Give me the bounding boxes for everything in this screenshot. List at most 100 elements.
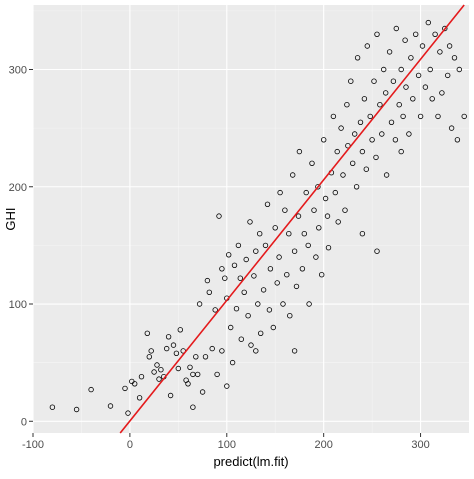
data-point xyxy=(408,55,414,61)
data-point xyxy=(381,66,387,73)
data-point xyxy=(291,348,298,354)
data-point xyxy=(406,131,412,137)
data-point xyxy=(305,242,311,249)
data-point xyxy=(357,119,364,125)
data-point xyxy=(267,266,274,272)
y-tick-label: 100 xyxy=(9,299,27,311)
data-point xyxy=(257,230,263,237)
plot-panel xyxy=(33,5,469,433)
data-point xyxy=(371,78,377,84)
data-point xyxy=(344,101,350,108)
data-point xyxy=(209,345,215,352)
data-point xyxy=(373,154,379,161)
data-point xyxy=(170,342,177,348)
data-point xyxy=(386,49,393,55)
x-tick-label: -100 xyxy=(22,439,44,451)
data-point xyxy=(224,383,230,389)
data-point xyxy=(435,113,441,120)
data-point xyxy=(352,131,358,137)
data-point xyxy=(49,404,56,410)
data-point xyxy=(451,55,458,61)
data-point xyxy=(251,273,257,279)
x-axis-title: predict(lm.fit) xyxy=(213,454,288,469)
data-point xyxy=(383,172,390,178)
data-point xyxy=(461,113,467,120)
data-point xyxy=(299,266,306,272)
data-point xyxy=(229,359,236,366)
data-point xyxy=(237,275,243,281)
data-point xyxy=(280,301,286,307)
data-point xyxy=(410,96,416,102)
data-point xyxy=(322,195,329,202)
data-point xyxy=(276,254,282,260)
data-point xyxy=(243,256,249,263)
data-point xyxy=(353,184,360,190)
data-point xyxy=(282,207,288,213)
data-point xyxy=(439,90,445,96)
data-point xyxy=(284,272,290,278)
data-point xyxy=(359,230,366,237)
data-point xyxy=(425,19,431,26)
data-point xyxy=(272,225,278,231)
y-axis: 0 100 200 300 xyxy=(9,64,33,428)
data-point xyxy=(313,254,319,260)
data-point xyxy=(277,189,283,196)
data-point xyxy=(233,306,240,312)
data-point xyxy=(309,160,315,166)
data-point xyxy=(125,410,131,416)
data-point xyxy=(364,43,370,49)
data-point xyxy=(363,166,369,172)
data-point xyxy=(247,219,253,225)
data-point xyxy=(338,125,344,131)
data-point xyxy=(158,367,164,373)
data-point xyxy=(241,289,247,295)
data-point xyxy=(219,266,225,272)
data-point xyxy=(131,381,138,387)
data-point xyxy=(393,25,399,32)
data-point xyxy=(154,362,160,368)
data-point xyxy=(293,283,300,290)
data-point xyxy=(222,275,228,281)
data-point xyxy=(258,330,264,336)
data-point xyxy=(291,248,298,254)
data-point xyxy=(185,381,191,387)
data-point xyxy=(238,336,244,342)
data-point xyxy=(193,354,199,360)
data-point xyxy=(432,31,438,37)
data-point xyxy=(390,78,397,84)
data-point xyxy=(301,230,307,237)
fit-line xyxy=(119,4,465,434)
data-point xyxy=(202,354,209,360)
data-point xyxy=(219,348,225,354)
data-point xyxy=(190,371,196,378)
x-axis: -100 0 100 200 300 xyxy=(22,433,430,451)
data-point xyxy=(151,369,157,375)
data-point xyxy=(359,148,366,155)
data-point xyxy=(311,207,317,213)
data-point xyxy=(456,66,462,73)
data-point xyxy=(163,345,170,352)
data-point xyxy=(367,113,373,120)
data-point xyxy=(330,113,337,120)
data-point xyxy=(122,385,128,392)
data-point xyxy=(429,96,435,102)
data-point xyxy=(187,364,193,370)
data-point xyxy=(148,348,154,354)
scatter-points xyxy=(49,19,467,416)
data-point xyxy=(334,148,340,155)
data-point xyxy=(400,113,406,120)
x-tick-label: 300 xyxy=(411,439,429,451)
data-point xyxy=(173,350,180,356)
data-point xyxy=(253,348,259,354)
data-point xyxy=(319,272,325,278)
data-point xyxy=(144,330,150,336)
data-point xyxy=(290,172,296,178)
data-point xyxy=(295,213,302,219)
data-point xyxy=(88,386,94,393)
data-point xyxy=(248,342,254,348)
data-point xyxy=(146,354,152,360)
y-tick-label: 0 xyxy=(21,416,27,428)
data-point xyxy=(354,55,361,61)
data-point xyxy=(190,404,196,410)
data-point xyxy=(216,213,222,219)
